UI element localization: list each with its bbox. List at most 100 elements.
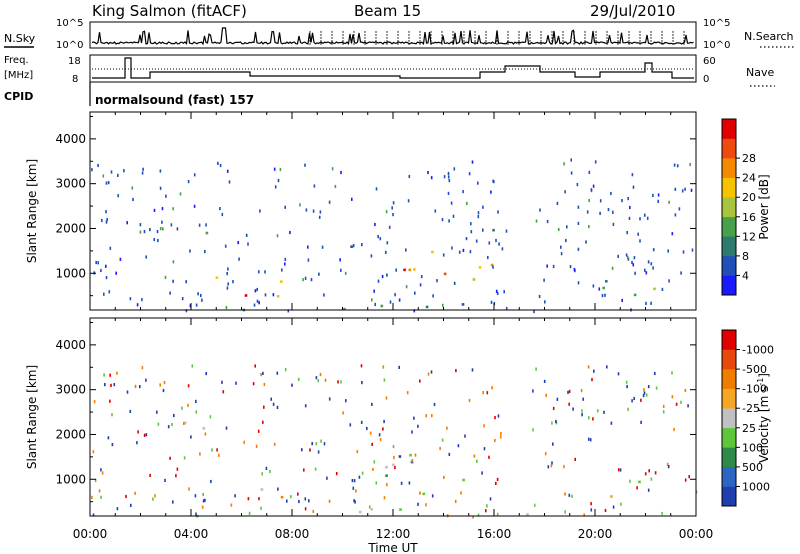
heatmap-cell [505, 229, 508, 233]
heatmap-cell [425, 414, 427, 418]
heatmap-cell [264, 270, 266, 274]
heatmap-cell [189, 249, 191, 253]
colorbar-swatch [722, 369, 736, 389]
heatmap-cell [406, 391, 409, 395]
heatmap-cell [263, 405, 265, 409]
heatmap-cell [612, 222, 615, 226]
colorbar-tick-label: 16 [742, 211, 756, 224]
heatmap-cell [317, 379, 320, 383]
heatmap-cell [100, 268, 102, 273]
heatmap-cell [645, 393, 648, 397]
heatmap-cell [276, 371, 279, 375]
heatmap-cell [482, 228, 484, 232]
velocity-scale-label: Velocity [m s-1] [756, 373, 771, 463]
heatmap-cell [487, 255, 489, 260]
heatmap-cell [391, 206, 393, 210]
heatmap-cell [382, 365, 385, 369]
y-tick-label: 4000 [55, 338, 86, 352]
freq-tick-top: 18 [68, 56, 81, 67]
heatmap-cell [564, 510, 566, 514]
heatmap-cell [684, 187, 686, 191]
heatmap-cell [202, 499, 205, 503]
heatmap-cell [105, 276, 108, 280]
heatmap-cell [588, 416, 590, 420]
y-tick-label: 1000 [55, 266, 86, 280]
heatmap-cell [319, 372, 322, 377]
heatmap-cell [247, 497, 250, 501]
heatmap-cell [552, 264, 555, 269]
heatmap-cell [105, 264, 107, 268]
heatmap-cell [689, 162, 691, 167]
colorbar-tick-label: -25 [742, 402, 760, 415]
heatmap-cell [105, 181, 108, 185]
heatmap-cell [471, 368, 474, 372]
velocity-y-label: Slant Range [km] [25, 365, 39, 469]
colorbar-tick-label: 8 [742, 250, 749, 263]
heatmap-cell [276, 234, 279, 238]
heatmap-cell [674, 213, 677, 217]
power-x-ticks [89, 112, 697, 310]
heatmap-cell [606, 365, 608, 369]
heatmap-cell [304, 497, 307, 501]
heatmap-cell [289, 230, 291, 235]
heatmap-cell [319, 210, 322, 214]
nsky-strip: N.Sky 10^5 10^0 10^5 10^0 N.Search [4, 18, 795, 51]
freq-label: Freq. [4, 55, 29, 66]
heatmap-cell [181, 406, 183, 410]
heatmap-cell [538, 294, 541, 299]
heatmap-cell [260, 506, 262, 510]
colorbar-tick-label: 24 [742, 172, 756, 185]
heatmap-cell [291, 383, 293, 387]
heatmap-cell [680, 400, 682, 404]
heatmap-cell [169, 291, 171, 295]
heatmap-cell [497, 414, 500, 418]
heatmap-cell [601, 294, 604, 298]
heatmap-cell [425, 503, 427, 507]
heatmap-cell [227, 282, 229, 286]
heatmap-cell [490, 190, 492, 194]
heatmap-cell [179, 192, 182, 196]
heatmap-cell [543, 379, 546, 383]
heatmap-cell [115, 271, 117, 275]
heatmap-cell [605, 280, 608, 283]
heatmap-cell [103, 373, 105, 377]
colorbar-tick-label: 20 [742, 191, 756, 204]
heatmap-cell [106, 218, 108, 222]
colorbar-swatch [722, 197, 736, 218]
heatmap-cell [385, 250, 387, 254]
heatmap-cell [490, 300, 493, 304]
nsky-tick-top: 10^5 [56, 18, 83, 29]
heatmap-cell [204, 250, 206, 254]
heatmap-cell [117, 194, 119, 198]
nsearch-tick-top: 10^5 [703, 18, 730, 29]
heatmap-cell [587, 365, 590, 369]
heatmap-cell [617, 254, 619, 258]
heatmap-cell [353, 499, 355, 503]
heatmap-cell [682, 250, 685, 254]
heatmap-cell [668, 200, 670, 204]
heatmap-cell [567, 390, 569, 394]
heatmap-cell [139, 230, 142, 234]
heatmap-cell [195, 399, 197, 403]
heatmap-cell [170, 223, 173, 227]
nsky-series [91, 27, 694, 46]
heatmap-cell [478, 266, 482, 269]
heatmap-cell [343, 307, 346, 311]
heatmap-cell [284, 262, 286, 266]
heatmap-cell [352, 244, 355, 248]
heatmap-cell [315, 376, 318, 380]
heatmap-cell [666, 462, 669, 466]
heatmap-cell [496, 291, 499, 295]
heatmap-cell [477, 211, 480, 215]
heatmap-cell [597, 409, 599, 413]
heatmap-cell [448, 219, 450, 223]
heatmap-cell [136, 441, 138, 445]
velocity-heatmap [91, 364, 698, 519]
heatmap-cell [577, 247, 580, 251]
heatmap-cell [200, 293, 202, 298]
heatmap-cell [161, 207, 164, 211]
heatmap-cell [495, 481, 497, 485]
heatmap-cell [372, 467, 374, 471]
heatmap-cell [647, 260, 650, 264]
